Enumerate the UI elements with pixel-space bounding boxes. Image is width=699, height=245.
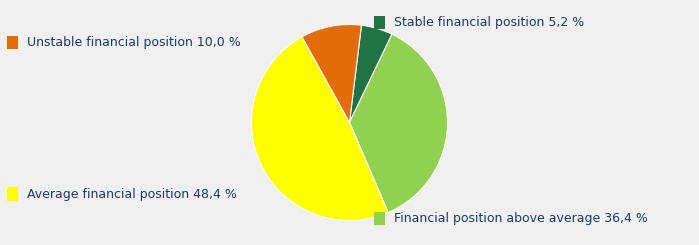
Wedge shape bbox=[350, 34, 447, 213]
Text: Unstable financial position 10,0 %: Unstable financial position 10,0 % bbox=[27, 36, 240, 49]
Text: Financial position above average 36,4 %: Financial position above average 36,4 % bbox=[394, 212, 647, 225]
Text: Average financial position 48,4 %: Average financial position 48,4 % bbox=[27, 188, 236, 201]
Wedge shape bbox=[302, 24, 361, 122]
Wedge shape bbox=[350, 25, 392, 122]
Wedge shape bbox=[252, 37, 388, 220]
Text: Stable financial position 5,2 %: Stable financial position 5,2 % bbox=[394, 16, 584, 29]
